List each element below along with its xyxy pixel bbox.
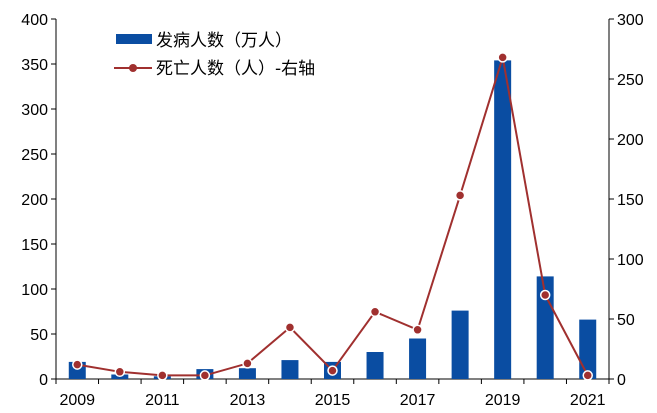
legend-bar-swatch [116,34,152,44]
line-point [199,370,211,381]
y-right-tick-label: 150 [617,192,644,209]
legend: 发病人数（万人） 死亡人数（人）-右轴 [114,31,315,79]
line-point [157,370,168,381]
bar [281,360,299,379]
line-point [327,365,338,376]
bar [494,60,512,380]
line-point [242,358,253,369]
y-left-tick-label: 250 [21,147,48,164]
axes: 0 50 100 150 200 250 300 350 400 0 50 100 150 200 250 3… [21,12,644,409]
y-right-tick-label: 50 [617,312,635,329]
line-point [497,52,508,63]
y-right-tick-label: 0 [617,372,626,389]
y-right-tick-label: 250 [617,72,644,89]
line-point [72,359,83,370]
bar [366,352,384,379]
y-left-tick-label: 400 [21,12,48,29]
y-left-tick-label: 200 [21,192,48,209]
bar [409,338,427,379]
x-tick-label: 2019 [485,392,521,409]
line-point [582,370,593,381]
bar [451,310,469,379]
legend-line-marker [129,64,137,72]
line-point [284,322,296,333]
legend-line-label: 死亡人数（人）-右轴 [156,59,315,79]
x-tick-label: 2009 [59,392,95,409]
legend-bar-label: 发病人数（万人） [156,31,292,51]
bar [238,368,256,379]
bar [579,319,597,379]
x-tick-label: 2015 [315,392,351,409]
y-left-tick-label: 300 [21,102,48,119]
y-left-tick-label: 0 [39,372,48,389]
y-right-tick-label: 200 [617,132,644,149]
line-point [114,366,126,378]
line-series [72,52,593,381]
line-point [412,324,423,336]
y-right-tick-label: 300 [617,12,644,29]
bar-series [68,60,597,380]
x-tick-label: 2017 [400,392,436,409]
x-tick-label: 2011 [145,392,180,409]
y-left-tick-label: 50 [30,327,48,344]
y-left-tick-label: 150 [21,237,48,254]
y-left-tick-label: 350 [21,57,48,74]
line-point [454,190,466,201]
x-tick-label: 2013 [230,392,266,409]
line-point [539,289,551,301]
y-right-tick-label: 100 [617,252,644,269]
line-point [369,306,381,318]
y-left-tick-label: 100 [21,282,48,299]
x-tick-label: 2021 [570,392,606,409]
